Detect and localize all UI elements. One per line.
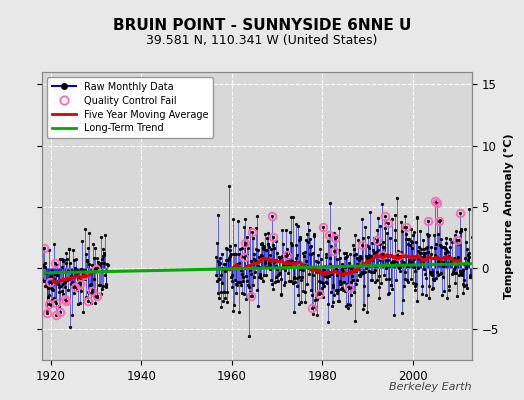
Text: BRUIN POINT - SUNNYSIDE 6NNE U: BRUIN POINT - SUNNYSIDE 6NNE U <box>113 18 411 33</box>
Legend: Raw Monthly Data, Quality Control Fail, Five Year Moving Average, Long-Term Tren: Raw Monthly Data, Quality Control Fail, … <box>47 77 213 138</box>
Y-axis label: Temperature Anomaly (°C): Temperature Anomaly (°C) <box>504 133 514 299</box>
Text: 39.581 N, 110.341 W (United States): 39.581 N, 110.341 W (United States) <box>146 34 378 47</box>
Text: Berkeley Earth: Berkeley Earth <box>389 382 472 392</box>
